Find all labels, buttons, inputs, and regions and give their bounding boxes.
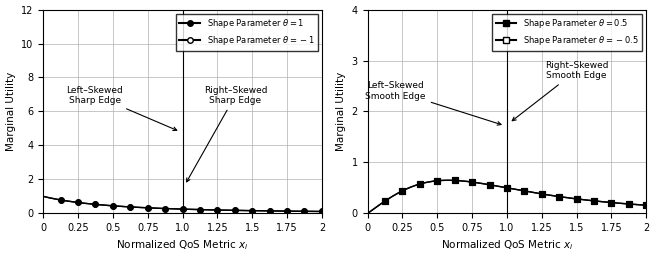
Text: Left–Skewed
Sharp Edge: Left–Skewed Sharp Edge bbox=[66, 86, 177, 131]
X-axis label: Normalized QoS Metric $x_i$: Normalized QoS Metric $x_i$ bbox=[441, 239, 573, 252]
Y-axis label: Marginal Utility: Marginal Utility bbox=[336, 72, 346, 151]
Text: Right–Skewed
Smooth Edge: Right–Skewed Smooth Edge bbox=[512, 61, 608, 121]
X-axis label: Normalized QoS Metric $x_i$: Normalized QoS Metric $x_i$ bbox=[117, 239, 249, 252]
Legend: Shape Parameter $\theta = 0.5$, Shape Parameter $\theta = -0.5$: Shape Parameter $\theta = 0.5$, Shape Pa… bbox=[493, 14, 642, 51]
Legend: Shape Parameter $\theta = 1$, Shape Parameter $\theta = -1$: Shape Parameter $\theta = 1$, Shape Para… bbox=[176, 14, 318, 51]
Text: Right–Skewed
Sharp Edge: Right–Skewed Sharp Edge bbox=[187, 86, 267, 182]
Y-axis label: Marginal Utility: Marginal Utility bbox=[5, 72, 16, 151]
Text: Left–Skewed
Smooth Edge: Left–Skewed Smooth Edge bbox=[365, 81, 501, 125]
